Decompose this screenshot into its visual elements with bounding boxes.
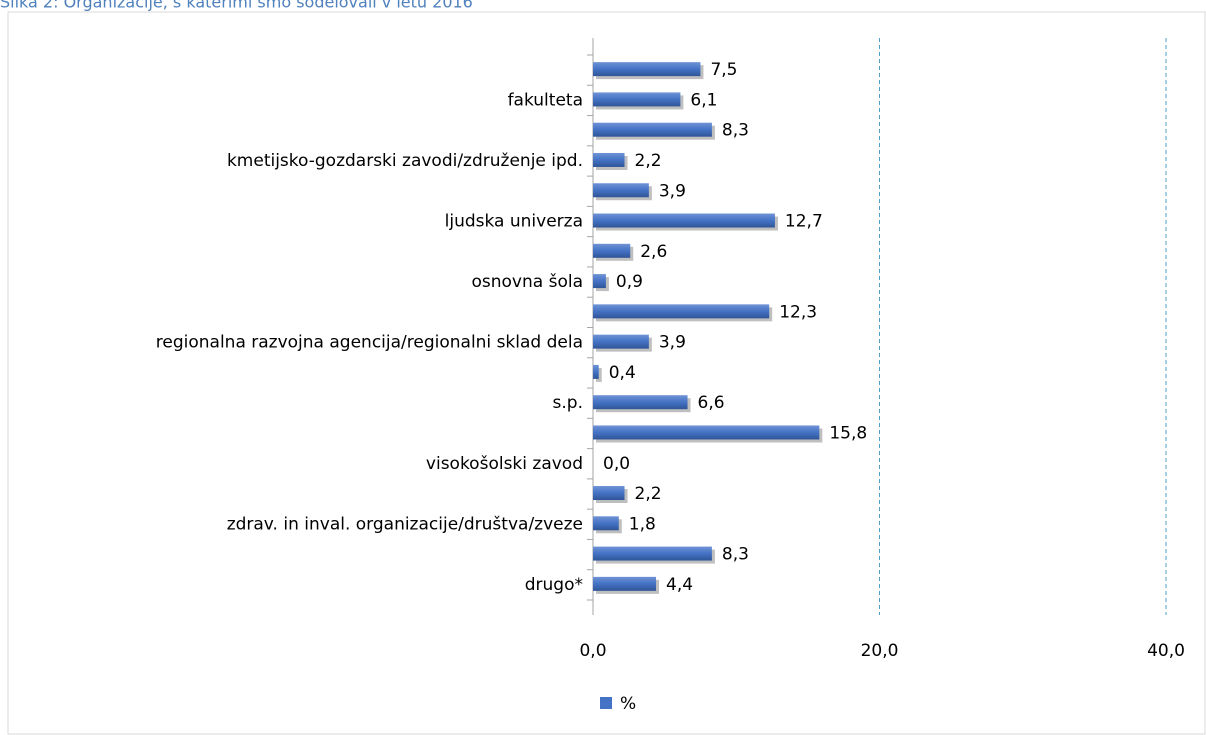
data-label: 8,3: [722, 121, 749, 141]
data-label: 2,2: [635, 151, 662, 171]
y-tick-label: osnovna šola: [472, 272, 584, 292]
chart-title: Slika 2: Organizacije, s katerimi smo so…: [0, 0, 473, 12]
y-tick-label: zdrav. in inval. organizacije/društva/zv…: [227, 514, 583, 534]
data-label: 2,6: [640, 242, 667, 262]
bar: [593, 243, 631, 258]
y-tick-label: ljudska univerza: [445, 212, 583, 232]
y-tick-label: drugo*: [525, 575, 583, 595]
y-tick-label: s.p.: [553, 393, 583, 413]
data-label: 3,9: [659, 181, 686, 201]
bar: [593, 395, 688, 410]
bar: [593, 62, 701, 77]
legend-swatch: [600, 697, 612, 709]
bar: [593, 274, 606, 289]
bar: [593, 516, 619, 531]
y-tick-label: regionalna razvojna agencija/regionalni …: [156, 333, 583, 353]
data-label: 8,3: [722, 545, 749, 565]
data-label: 12,3: [779, 302, 817, 322]
bar: [593, 304, 770, 319]
data-label: 0,4: [609, 363, 636, 383]
data-label: 12,7: [785, 212, 823, 232]
bar: [593, 122, 712, 137]
bar: [593, 152, 625, 167]
data-label: 7,5: [710, 60, 737, 80]
data-label: 6,1: [690, 90, 717, 110]
y-tick-label: fakulteta: [508, 90, 583, 110]
bar: [593, 546, 712, 561]
x-tick-label: 20,0: [861, 641, 899, 661]
data-label: 2,2: [635, 484, 662, 504]
data-label: 0,0: [603, 454, 630, 474]
data-label: 3,9: [659, 333, 686, 353]
data-label: 0,9: [616, 272, 643, 292]
x-tick-label: 40,0: [1147, 641, 1185, 661]
bar: [593, 92, 681, 107]
y-tick-label: visokošolski zavod: [426, 454, 583, 474]
bar: [593, 334, 649, 349]
chart-frame: [7, 11, 1206, 735]
bar: [593, 425, 820, 440]
bar: [593, 213, 775, 228]
data-label: 1,8: [629, 514, 656, 534]
bar: [593, 576, 657, 591]
data-label: 6,6: [698, 393, 725, 413]
data-label: 4,4: [666, 575, 693, 595]
data-label: 15,8: [829, 423, 867, 443]
legend-label: %: [620, 694, 636, 714]
bar: [593, 486, 625, 501]
bar-shadow: [596, 367, 602, 382]
bar: [593, 183, 649, 198]
x-tick-label: 0,0: [579, 641, 606, 661]
bar: [593, 364, 599, 379]
y-tick-label: kmetijsko-gozdarski zavodi/združenje ipd…: [227, 151, 583, 171]
